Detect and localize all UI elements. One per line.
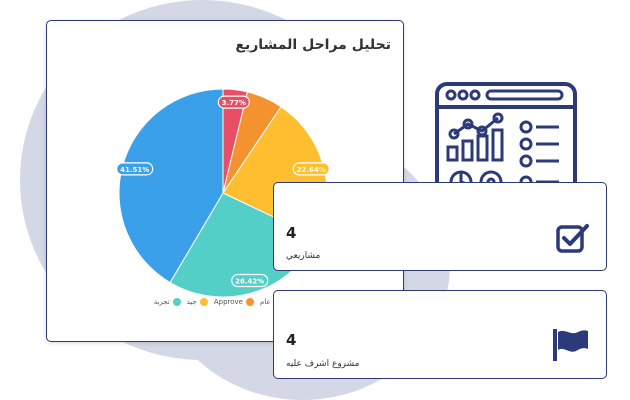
svg-text:3.77%: 3.77% (222, 99, 246, 107)
legend-item[interactable]: تجربة (154, 298, 181, 306)
pie-data-label: 41.51% (116, 162, 154, 176)
legend-swatch (245, 298, 254, 306)
legend-item[interactable]: جيد (187, 298, 208, 306)
stat-value: 4 (286, 224, 297, 242)
stat-card-my-projects[interactable]: 4 مشاريعي (273, 182, 607, 271)
pie-data-label: 22.64% (292, 162, 330, 176)
pie-data-label: 26.42% (231, 273, 269, 288)
pie-data-label: 3.77% (217, 95, 250, 109)
stat-label: مشروع اشرف عليه (286, 359, 360, 369)
svg-text:41.51%: 41.51% (120, 166, 149, 174)
legend-label: جيد (186, 298, 197, 306)
svg-text:22.64%: 22.64% (297, 166, 326, 174)
stat-card-supervised-projects[interactable]: 4 مشروع اشرف عليه (273, 290, 607, 379)
legend-label: تجربة (153, 298, 170, 306)
checkbox-icon (556, 224, 589, 253)
legend-swatch (172, 298, 181, 306)
svg-text:26.42%: 26.42% (235, 278, 264, 286)
stat-value: 4 (286, 331, 297, 349)
legend-label: Approve (213, 298, 243, 306)
legend-swatch (199, 298, 208, 306)
legend-item[interactable]: Approve (214, 298, 254, 306)
chart-title: تحليل مراحل المشاريع (235, 37, 391, 53)
stat-label: مشاريعي (286, 251, 321, 261)
flag-icon (553, 329, 588, 361)
